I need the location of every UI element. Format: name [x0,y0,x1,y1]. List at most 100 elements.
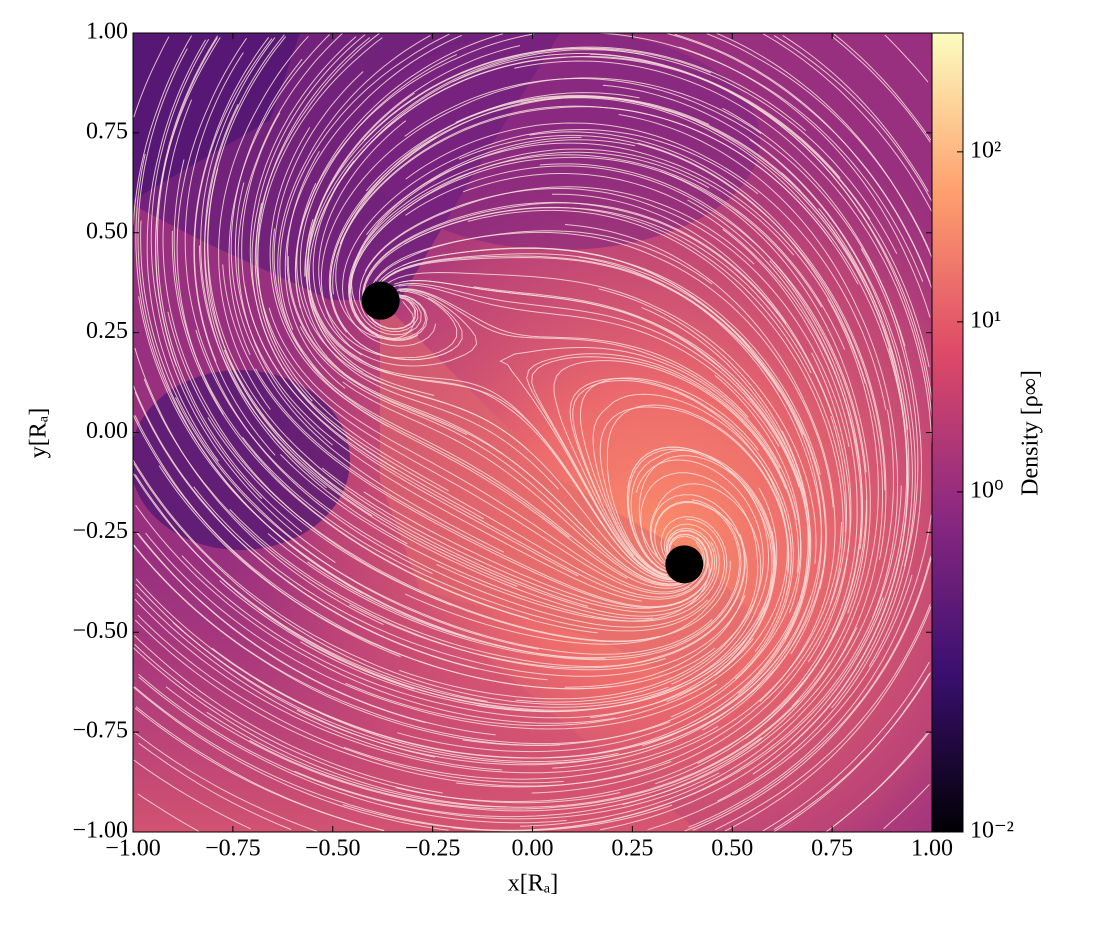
streamline [806,357,851,663]
streamline [806,556,932,758]
streamline [375,257,408,282]
streamline [207,417,458,608]
streamline [657,597,884,808]
streamline [219,580,508,708]
streamline [349,604,658,669]
streamline [342,381,608,558]
streamline [167,311,358,558]
streamline [207,457,466,638]
streamline [399,656,708,700]
streamline [272,228,458,458]
streamline [320,107,458,356]
streamline [405,593,708,645]
streamline [133,759,209,808]
streamline [307,656,616,724]
streamline [679,46,908,258]
streamline [457,307,749,418]
streamline [834,357,883,666]
streamline [407,647,716,690]
streamline [737,407,810,694]
streamline [856,57,931,143]
streamline [255,368,508,558]
streamline [257,556,548,681]
streamline [698,77,908,308]
streamline [832,36,858,59]
streamline [590,507,773,719]
streamline [707,574,913,808]
streamline [207,656,503,771]
streamline [133,107,159,225]
streamline [363,491,658,609]
streamline [404,78,708,137]
streamline [744,457,862,740]
streamline [557,207,812,374]
streamline [402,279,708,358]
streamline [906,257,931,318]
streamline [457,77,762,135]
colorbar-tick-label: 10² [970,137,1001,163]
streamline [157,706,449,831]
streamline [404,206,708,259]
streamline [133,473,259,608]
streamline [207,34,285,208]
streamline [207,37,270,158]
y-tick-label: −1.00 [72,818,128,844]
streamline [158,465,408,658]
streamline [515,557,759,703]
streamline [856,557,932,708]
streamline [348,157,508,342]
streamline [307,407,579,577]
streamline [687,199,858,458]
streamline [204,104,259,408]
streamline [599,406,667,576]
streamline [607,500,740,658]
streamline [884,34,908,59]
streamline [145,532,408,708]
streamline [906,207,932,259]
streamline [294,770,608,818]
streamline [252,676,558,759]
streamline [407,47,712,109]
streamline [279,57,408,330]
streamline [134,707,308,808]
streamline [333,56,608,191]
accretor [361,281,400,320]
streamline [906,606,932,658]
streamline [638,455,775,598]
streamline [756,357,827,655]
streamline [366,142,658,236]
streamline [258,608,558,708]
streamline [906,673,930,708]
streamline [134,619,358,758]
streamline [856,257,916,567]
streamline [642,507,812,747]
streamline [462,656,758,746]
streamline [207,806,251,830]
streamline [806,157,932,444]
streamline [831,756,908,829]
streamline [455,94,758,159]
streamline [257,357,505,553]
streamline [756,604,931,808]
streamline [531,656,808,794]
streamline [906,783,930,808]
streamline [773,706,908,832]
streamline [856,107,932,212]
streamline [200,37,276,308]
streamline [357,37,383,59]
streamline [674,33,858,159]
streamline [806,57,932,202]
streamline [707,207,867,473]
streamline [756,57,931,252]
streamline [598,288,808,508]
streamline [856,307,898,619]
streamline [749,139,908,408]
streamline [457,506,709,600]
streamline [457,737,763,812]
streamline [607,527,716,613]
streamline [257,33,343,158]
streamline [715,33,908,209]
streamline [307,34,431,159]
streamline [769,260,863,558]
